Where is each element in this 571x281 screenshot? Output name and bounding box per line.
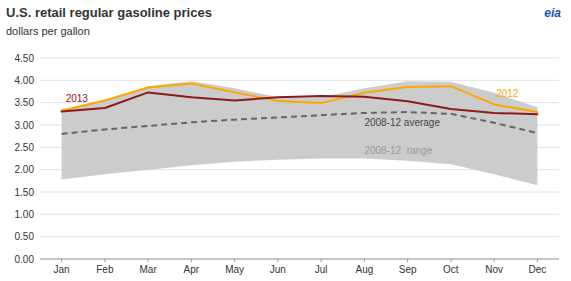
x-tick bbox=[191, 259, 192, 262]
range-area bbox=[62, 81, 538, 185]
x-tick bbox=[61, 259, 62, 262]
x-axis bbox=[40, 259, 559, 260]
y-tick-label: 2.00 bbox=[15, 164, 35, 175]
x-tick-label: Aug bbox=[355, 264, 373, 275]
y-tick-label: 0.00 bbox=[15, 254, 35, 265]
logo: eia bbox=[544, 6, 561, 20]
x-tick-label: Oct bbox=[443, 264, 459, 275]
title: U.S. retail regular gasoline prices bbox=[6, 5, 212, 20]
series-label: 2008-12 average bbox=[364, 117, 440, 128]
series-label: 2012 bbox=[496, 88, 519, 99]
x-tick-label: Mar bbox=[140, 264, 158, 275]
grid bbox=[40, 58, 559, 259]
subtitle: dollars per gallon bbox=[6, 25, 90, 37]
x-tick-label: Apr bbox=[184, 264, 200, 275]
series-label: 2008-12 range bbox=[364, 145, 432, 156]
x-tick bbox=[321, 259, 322, 262]
grid-line bbox=[40, 259, 559, 260]
y-tick-label: 1.00 bbox=[15, 209, 35, 220]
grid-line bbox=[40, 236, 559, 237]
grid-line bbox=[40, 214, 559, 215]
x-tick-label: Feb bbox=[96, 264, 114, 275]
grid-line bbox=[40, 80, 559, 81]
x-tick bbox=[494, 259, 495, 262]
y-tick-label: 0.50 bbox=[15, 231, 35, 242]
x-tick-label: Dec bbox=[528, 264, 546, 275]
series-line bbox=[62, 92, 538, 114]
x-tick-label: May bbox=[225, 264, 244, 275]
x-tick bbox=[104, 259, 105, 262]
x-tick bbox=[450, 259, 451, 262]
x-tick-label: Nov bbox=[485, 264, 503, 275]
grid-line bbox=[40, 58, 559, 59]
x-tick bbox=[234, 259, 235, 262]
y-tick-label: 3.50 bbox=[15, 97, 35, 108]
x-tick bbox=[537, 259, 538, 262]
x-tick bbox=[364, 259, 365, 262]
x-tick bbox=[407, 259, 408, 262]
grid-line bbox=[40, 192, 559, 193]
x-tick-label: Jul bbox=[315, 264, 328, 275]
x-tick-label: Sep bbox=[399, 264, 417, 275]
series-label: 2013 bbox=[66, 93, 89, 104]
y-tick-label: 1.50 bbox=[15, 187, 35, 198]
x-tick bbox=[277, 259, 278, 262]
chart: U.S. retail regular gasoline prices dolla… bbox=[0, 0, 571, 281]
y-tick-label: 3.00 bbox=[15, 120, 35, 131]
y-tick-label: 4.00 bbox=[15, 75, 35, 86]
x-tick-label: Jan bbox=[54, 264, 70, 275]
y-tick-label: 2.50 bbox=[15, 142, 35, 153]
plot-area bbox=[62, 81, 538, 185]
x-tick-label: Jun bbox=[270, 264, 286, 275]
x-tick bbox=[148, 259, 149, 262]
series-line bbox=[62, 112, 538, 134]
y-tick-label: 4.50 bbox=[15, 53, 35, 64]
